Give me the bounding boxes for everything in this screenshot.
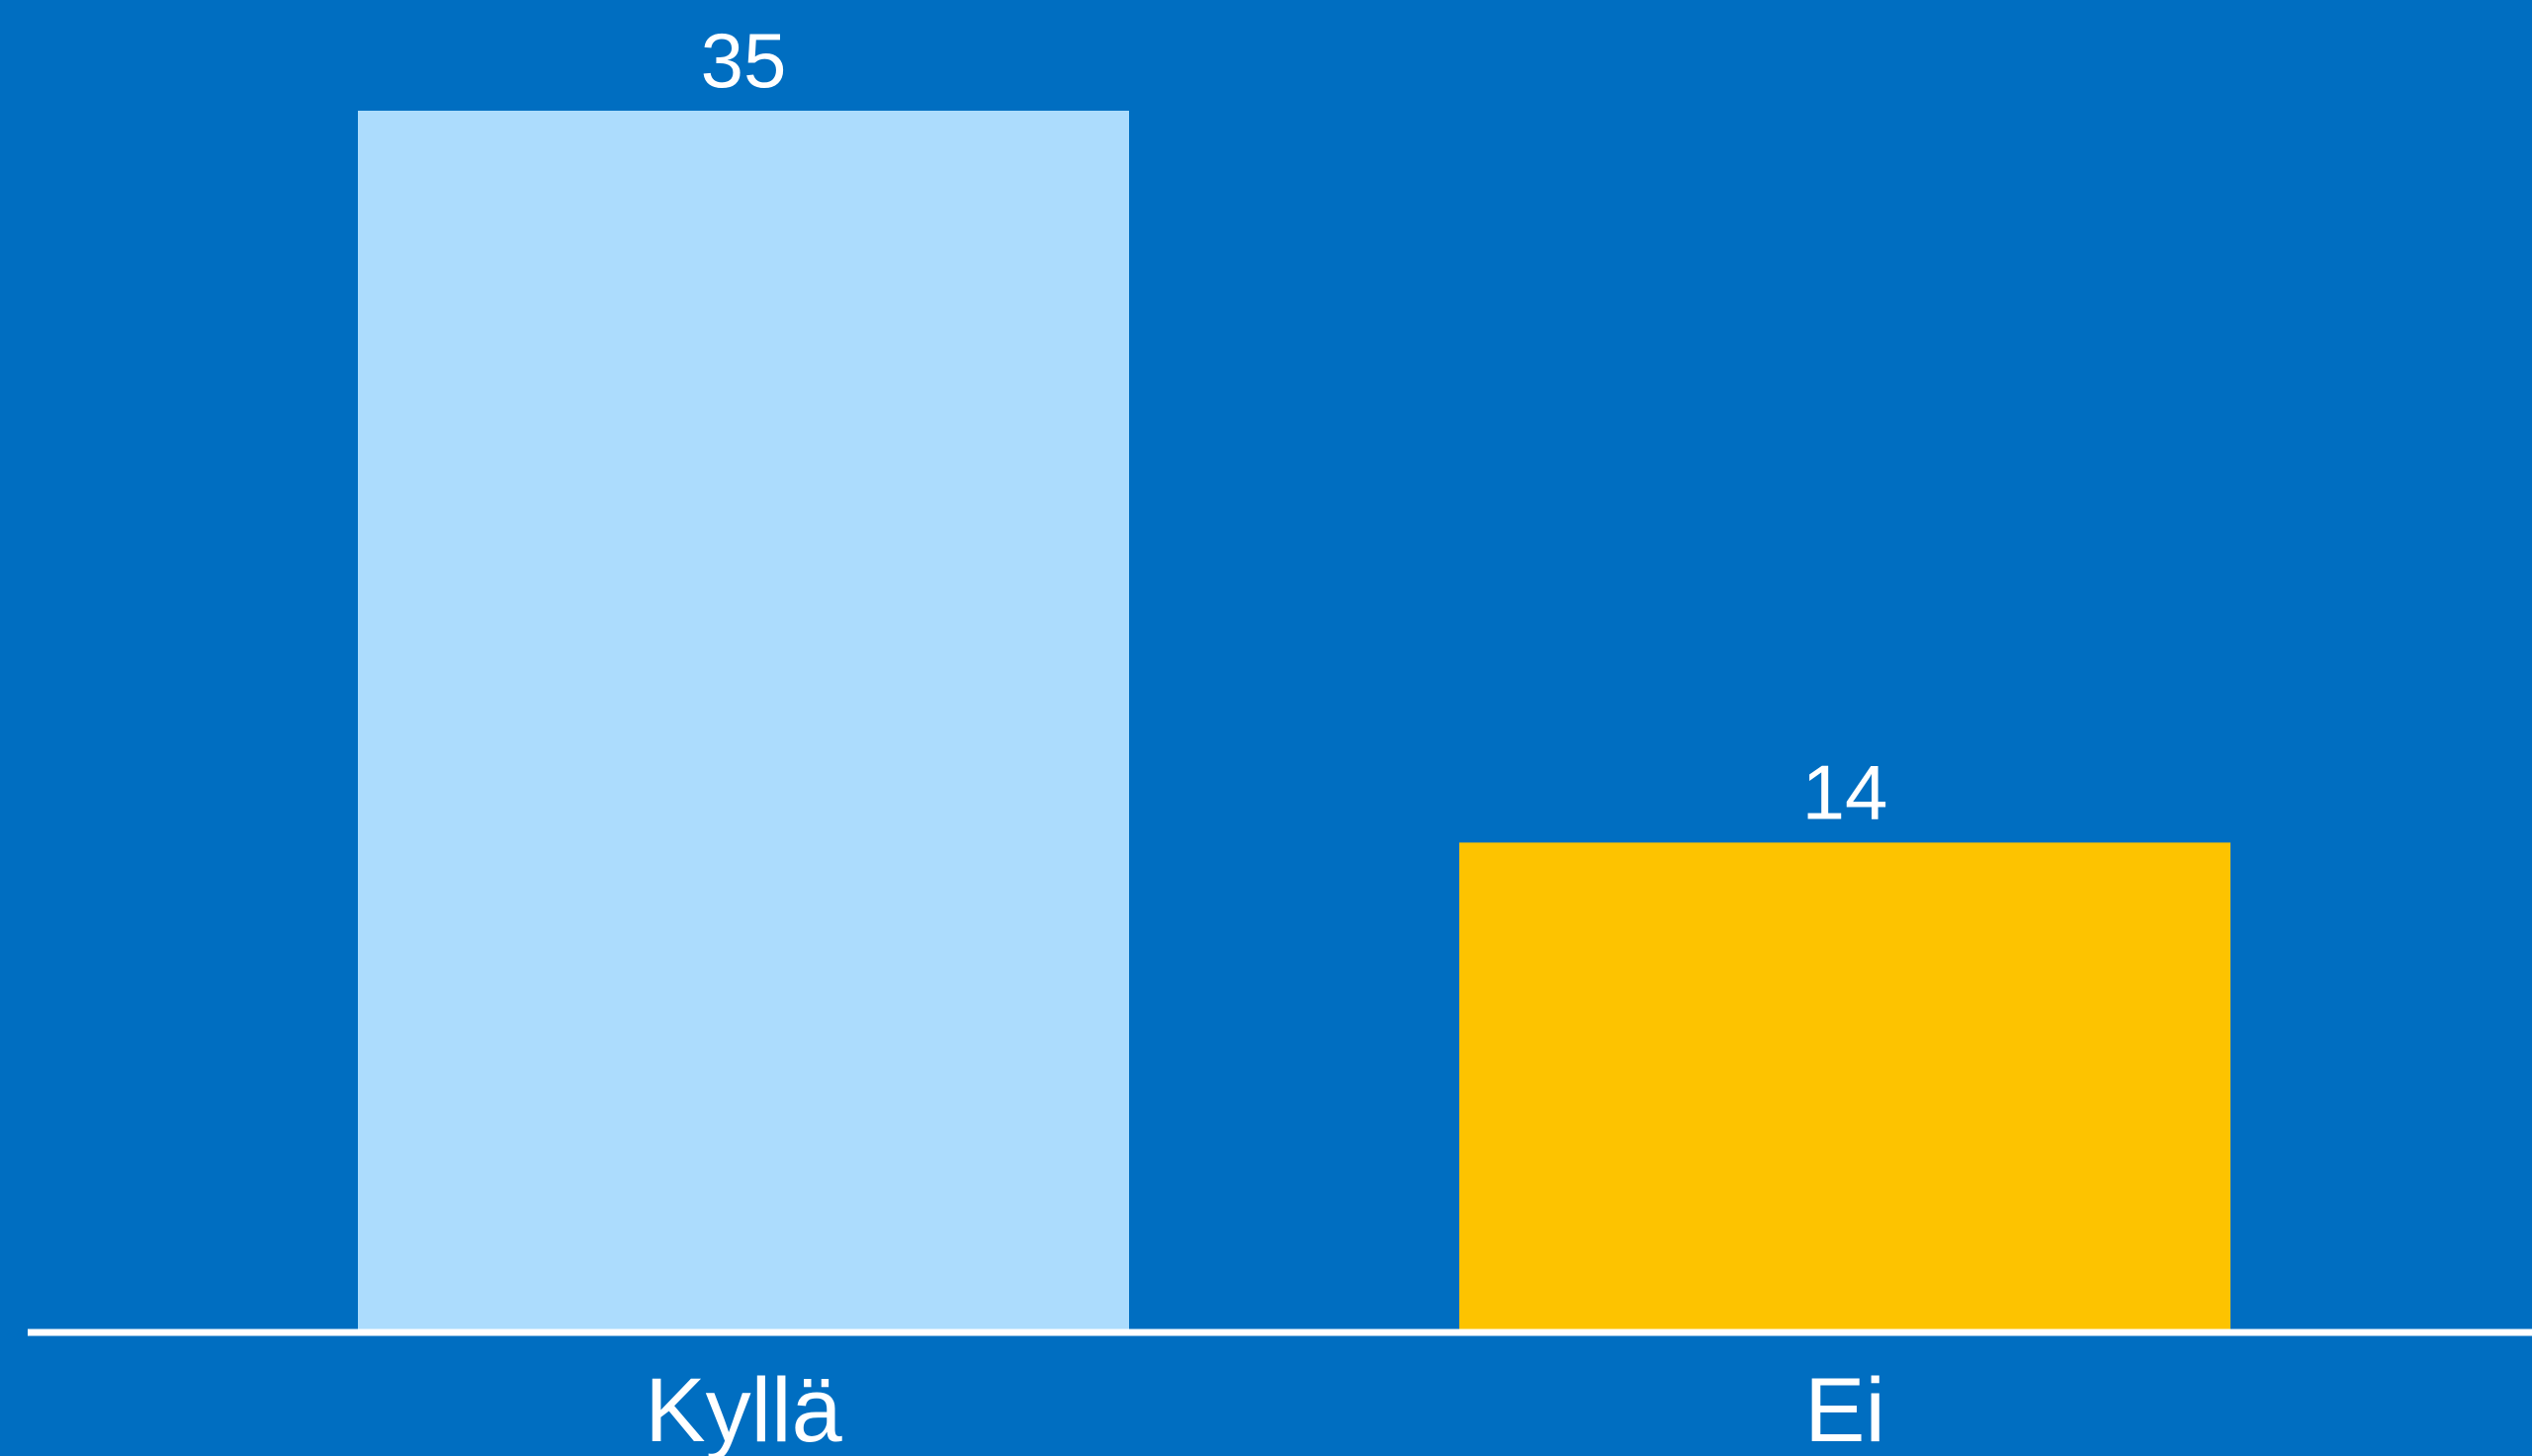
value-label-kylla: 35 (701, 17, 787, 104)
bar-ei (1459, 842, 2230, 1330)
value-labels-layer: 35 14 (701, 17, 1888, 835)
value-label-ei: 14 (1802, 748, 1888, 835)
category-label-ei: Ei (1804, 1360, 1885, 1456)
bar-kylla (358, 111, 1129, 1330)
category-label-kylla: Kyllä (645, 1360, 842, 1456)
bars-layer (358, 111, 2230, 1330)
category-labels-layer: Kyllä Ei (645, 1360, 1885, 1456)
